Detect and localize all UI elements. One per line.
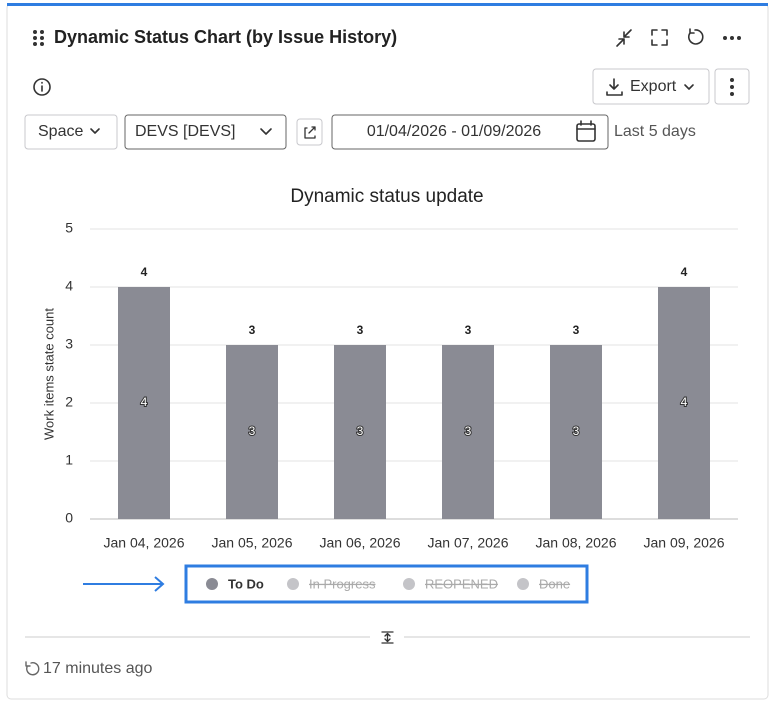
refresh-icon[interactable] [687,28,704,45]
inner-label: 3 [573,424,580,438]
legend-label[interactable]: REOPENED [425,576,498,591]
x-tick-label: Jan 08, 2026 [536,535,617,551]
more-icon[interactable] [723,36,741,40]
data-label: 3 [357,323,364,337]
legend-marker [287,578,299,590]
y-tick-label: 2 [65,394,73,410]
bar [226,345,278,519]
inner-label: 3 [357,424,364,438]
y-axis-label: Work items state count [41,308,56,440]
data-label: 3 [465,323,472,337]
updated-icon [25,661,40,676]
bar [442,345,494,519]
y-tick-label: 3 [65,336,73,352]
bar [118,287,170,519]
space-dropdown[interactable] [24,114,118,150]
menu-icon [730,78,734,96]
updated-label: 17 minutes ago [43,660,153,677]
x-tick-label: Jan 04, 2026 [104,535,185,551]
legend-marker [403,578,415,590]
data-label: 4 [681,265,688,279]
card-accent [7,3,768,6]
project-dropdown[interactable] [124,114,287,150]
x-tick-label: Jan 06, 2026 [320,535,401,551]
x-tick-label: Jan 05, 2026 [212,535,293,551]
bar [334,345,386,519]
chevron [90,128,100,134]
legend-marker [206,578,218,590]
bar [550,345,602,519]
x-tick-label: Jan 07, 2026 [428,535,509,551]
chevron [684,84,694,90]
resize-handle[interactable] [381,631,394,644]
date-range: 01/04/2026 - 01/09/2026 [367,123,541,140]
data-label: 4 [141,265,148,279]
data-label: 3 [249,323,256,337]
y-tick-label: 5 [65,220,73,236]
date-input[interactable] [331,114,609,150]
inner-label: 4 [681,395,688,409]
inner-label: 3 [249,424,256,438]
y-tick-label: 4 [65,278,73,294]
x-tick-label: Jan 09, 2026 [644,535,725,551]
open-link-icon [304,126,316,139]
export-icon [606,78,623,96]
highlight-box [184,564,589,604]
export-label: Export [630,78,677,95]
collapse-icon[interactable] [616,29,632,47]
inner-label: 3 [465,424,472,438]
inner-label: 4 [141,395,148,409]
bar [658,287,710,519]
space-label: Space [38,123,83,140]
legend-label[interactable]: To Do [228,576,264,591]
info-icon[interactable] [33,78,51,96]
annotation-arrow [83,576,165,592]
fullscreen-icon[interactable] [651,29,668,46]
widget-title: Dynamic Status Chart (by Issue History) [54,27,397,47]
chart-title: Dynamic status update [290,186,483,207]
y-tick-label: 0 [65,510,73,526]
project-label: DEVS [DEVS] [135,123,235,140]
calendar-icon [576,120,596,142]
drag-handle[interactable] [33,30,44,46]
chevron [260,128,272,135]
y-tick-label: 1 [65,452,73,468]
range-label: Last 5 days [614,123,696,140]
legend-label[interactable]: Done [539,576,570,591]
legend-marker [517,578,529,590]
legend-label[interactable]: In Progress [309,576,376,591]
data-label: 3 [573,323,580,337]
